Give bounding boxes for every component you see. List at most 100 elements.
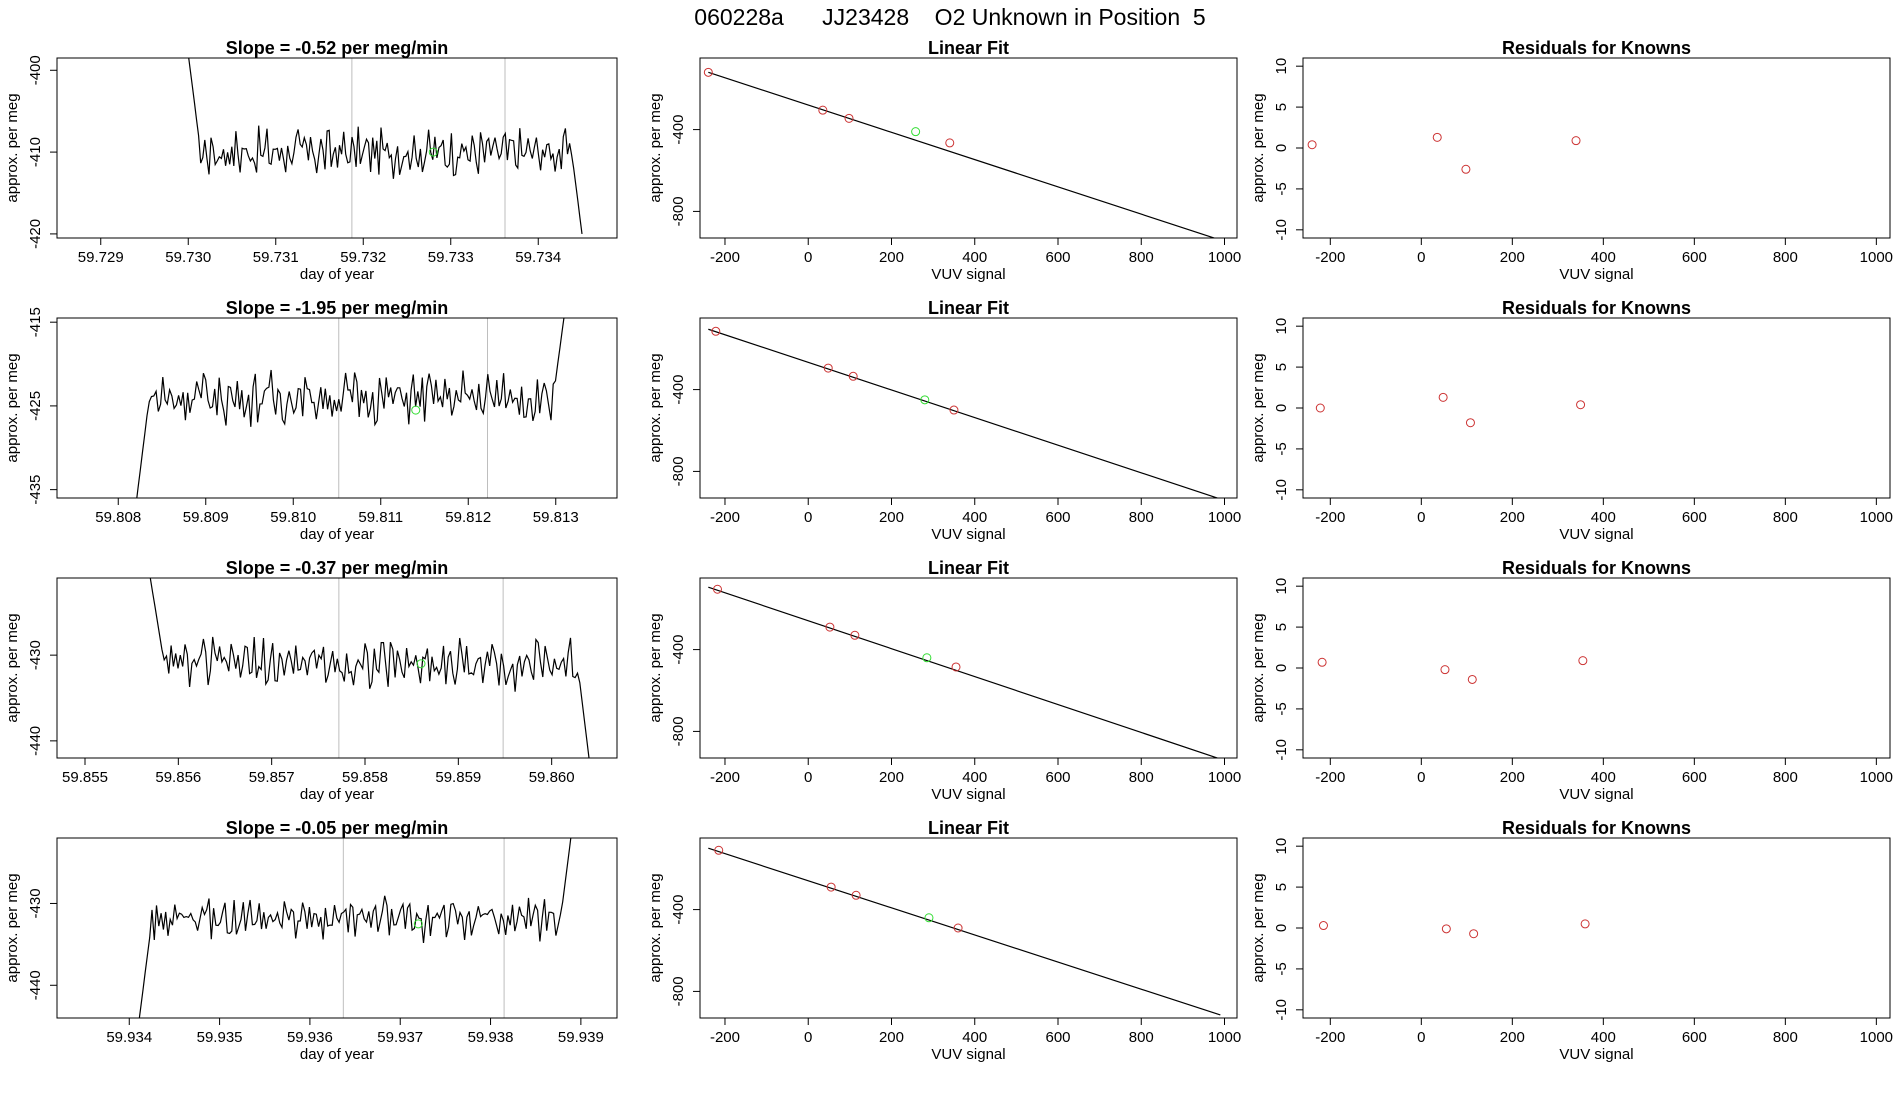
fit-line <box>708 586 1220 758</box>
plot-frame <box>699 577 1238 759</box>
residual-point <box>1576 400 1586 410</box>
y-tick-label: 5 <box>1273 623 1290 631</box>
x-tick-label: 600 <box>1682 1029 1707 1046</box>
residual-point <box>1469 929 1479 939</box>
x-tick-label: 400 <box>962 1029 987 1046</box>
plot-frame <box>56 57 618 239</box>
x-tick-label: 800 <box>1129 509 1154 526</box>
y-tick-label: -415 <box>27 307 44 337</box>
y-tick-label: -435 <box>27 475 44 505</box>
x-tick-label: 400 <box>1591 509 1616 526</box>
plot-frame <box>56 837 618 1019</box>
plot-frame <box>699 837 1238 1019</box>
panel-1-2: Linear Fit -200 0 200 400 600 800 1000 VUV signa… <box>647 38 1241 283</box>
y-tick-label: -440 <box>27 726 44 756</box>
x-tick-label: 1000 <box>1208 509 1241 526</box>
plot-data <box>149 578 590 758</box>
panel-2-1: Slope = -1.95 per meg/min 59.808 59.809 59.… <box>4 298 618 543</box>
fit-line <box>708 847 1221 1016</box>
x-tick-label: 200 <box>1500 249 1525 266</box>
x-tick-label: 59.855 <box>62 769 108 786</box>
x-tick-label: 59.730 <box>165 249 211 266</box>
x-tick-label: 800 <box>1773 769 1798 786</box>
residual-point <box>1580 919 1590 929</box>
y-tick-label: -10 <box>1273 999 1290 1021</box>
x-tick-label: 0 <box>1417 509 1425 526</box>
y-axis-label: approx. per meg <box>647 613 664 722</box>
unknown-point <box>911 127 921 137</box>
fit-line <box>708 328 1220 498</box>
known-point <box>949 405 959 415</box>
x-tick-label: 800 <box>1129 769 1154 786</box>
plot-data <box>1318 919 1590 939</box>
y-tick-label: 5 <box>1273 883 1290 891</box>
x-axis-label: VUV signal <box>1559 1046 1633 1063</box>
y-tick-label: -400 <box>670 115 687 145</box>
plot-data <box>136 318 565 498</box>
x-tick-label: -200 <box>710 769 740 786</box>
x-tick-label: -200 <box>1315 1029 1345 1046</box>
x-tick-label: 800 <box>1129 1029 1154 1046</box>
y-axis-label: approx. per meg <box>1250 873 1267 982</box>
panel-1-1: Slope = -0.52 per meg/min 59.729 59.730 59.… <box>4 38 618 283</box>
unknown-marker <box>428 147 438 157</box>
y-tick-label: 0 <box>1273 664 1290 672</box>
x-axis-label: day of year <box>300 526 374 543</box>
signal-trace <box>149 578 590 758</box>
x-tick-label: 600 <box>1045 249 1070 266</box>
plot-frame <box>56 317 618 499</box>
y-tick-label: -430 <box>27 888 44 918</box>
residual-point <box>1441 924 1451 934</box>
x-axis-label: day of year <box>300 786 374 803</box>
y-axis-label: approx. per meg <box>1250 93 1267 202</box>
panel-title: Linear Fit <box>928 558 1009 578</box>
residual-point <box>1318 921 1328 931</box>
residual-point <box>1578 656 1588 666</box>
y-tick-label: -5 <box>1273 962 1290 975</box>
x-axis-label: VUV signal <box>1559 786 1633 803</box>
x-tick-label: 59.859 <box>435 769 481 786</box>
known-point <box>818 105 828 115</box>
plot-data <box>703 67 1217 238</box>
plot-frame <box>699 317 1238 499</box>
panel-title: Linear Fit <box>928 298 1009 318</box>
plot-frame <box>1302 317 1891 499</box>
x-tick-label: 59.812 <box>445 509 491 526</box>
panel-title: Residuals for Knowns <box>1502 38 1691 58</box>
x-tick-label: 0 <box>1417 249 1425 266</box>
y-tick-label: -400 <box>670 375 687 405</box>
panel-2-3: Residuals for Knowns-200 0 200 400 600 800 100… <box>1250 298 1893 543</box>
unknown-marker <box>416 659 426 669</box>
y-tick-label: -800 <box>670 716 687 746</box>
y-tick-label: -800 <box>670 456 687 486</box>
y-tick-label: 5 <box>1273 103 1290 111</box>
panel-2-2: Linear Fit -200 0 200 400 600 800 1000 VUV signa… <box>647 298 1241 543</box>
panel-title: Linear Fit <box>928 818 1009 838</box>
panel-3-2: Linear Fit -200 0 200 400 600 800 1000 VUV signa… <box>647 558 1241 803</box>
x-tick-label: 59.857 <box>249 769 295 786</box>
known-point <box>848 371 858 381</box>
known-point <box>714 845 724 855</box>
x-tick-label: 800 <box>1773 1029 1798 1046</box>
x-tick-label: -200 <box>1315 249 1345 266</box>
x-tick-label: 59.731 <box>253 249 299 266</box>
y-tick-label: -5 <box>1273 702 1290 715</box>
x-tick-label: 200 <box>879 249 904 266</box>
y-axis-label: approx. per meg <box>647 873 664 982</box>
x-tick-label: 0 <box>804 1029 812 1046</box>
x-tick-label: 1000 <box>1208 1029 1241 1046</box>
panel-4-2: Linear Fit -200 0 200 400 600 800 1000 VUV signa… <box>647 818 1241 1063</box>
residual-point <box>1438 392 1448 402</box>
x-tick-label: 200 <box>1500 1029 1525 1046</box>
x-tick-label: 59.811 <box>358 509 403 526</box>
y-tick-label: 0 <box>1273 144 1290 152</box>
x-axis-label: VUV signal <box>931 266 1005 283</box>
panel-4-1: Slope = -0.05 per meg/min 59.934 59.935 59.… <box>4 818 618 1063</box>
plot-frame <box>1302 837 1891 1019</box>
y-tick-label: -400 <box>670 895 687 925</box>
x-tick-label: 1000 <box>1860 249 1893 266</box>
page-title: 060228a JJ23428 O2 Unknown in Position 5 <box>694 4 1206 30</box>
signal-trace <box>136 318 565 498</box>
x-tick-label: 600 <box>1045 1029 1070 1046</box>
x-tick-label: 800 <box>1129 249 1154 266</box>
